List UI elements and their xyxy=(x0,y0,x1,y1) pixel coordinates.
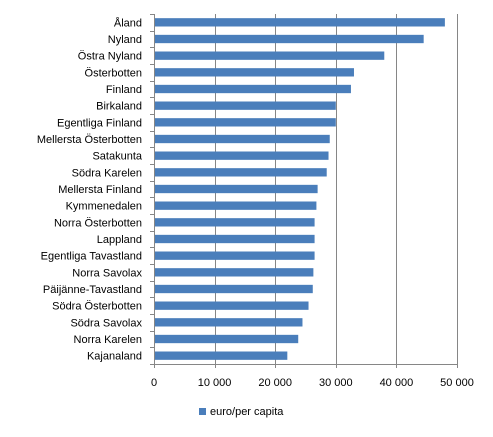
category-label: Satakunta xyxy=(92,151,142,163)
category-label: Mellersta Österbotten xyxy=(37,134,142,146)
axes xyxy=(150,14,458,368)
x-tick-label: 20 000 xyxy=(258,377,292,389)
bar xyxy=(154,34,424,44)
bar xyxy=(154,284,313,294)
category-label: Päijänne-Tavastland xyxy=(43,284,142,296)
legend: euro/per capita xyxy=(199,406,284,418)
x-tick-label: 10 000 xyxy=(198,377,232,389)
bar xyxy=(154,118,336,127)
category-label: Södra Österbotten xyxy=(52,301,142,313)
category-label: Mellersta Finland xyxy=(58,184,142,196)
category-label: Kymmenedalen xyxy=(66,201,142,213)
category-label: Birkaland xyxy=(96,101,142,113)
category-label: Nyland xyxy=(108,34,142,46)
bar xyxy=(154,168,327,177)
bar xyxy=(154,268,314,277)
bar xyxy=(154,334,299,344)
legend-swatch xyxy=(199,408,206,415)
category-label: Norra Karelen xyxy=(74,334,142,346)
category-label: Österbotten xyxy=(85,67,142,79)
bar xyxy=(154,251,315,260)
bar xyxy=(154,351,288,360)
bar xyxy=(154,184,318,194)
bar xyxy=(154,201,317,210)
bar xyxy=(154,51,385,60)
bars xyxy=(154,18,445,360)
category-label: Norra Österbotten xyxy=(54,217,142,229)
x-tick-label: 0 xyxy=(151,377,157,389)
category-label: Kajanaland xyxy=(87,351,142,363)
bar xyxy=(154,318,303,327)
legend-label: euro/per capita xyxy=(210,406,284,418)
x-tick-label: 50 000 xyxy=(440,377,474,389)
bar xyxy=(154,18,445,27)
bar xyxy=(154,134,330,144)
category-label: Åland xyxy=(114,16,142,29)
bar xyxy=(154,234,315,244)
category-label: Egentliga Tavastland xyxy=(41,251,142,263)
bar xyxy=(154,301,309,310)
bar xyxy=(154,101,336,110)
category-label: Östra Nyland xyxy=(78,51,142,63)
category-labels: Åland Nyland Östra Nyland Österbotten Finlan… xyxy=(37,16,143,362)
x-tick-labels: 0 10 000 20 000 30 000 40 000 50 000 xyxy=(151,377,474,389)
category-label: Lappland xyxy=(97,234,142,246)
bar xyxy=(154,68,354,77)
bar xyxy=(154,218,315,227)
category-label: Södra Karelen xyxy=(72,167,142,179)
bar xyxy=(154,84,351,94)
x-tick-label: 40 000 xyxy=(380,377,414,389)
bar xyxy=(154,151,329,160)
category-label: Finland xyxy=(106,84,142,96)
category-label: Norra Savolax xyxy=(72,267,142,279)
category-label: Egentliga Finland xyxy=(57,117,142,129)
x-tick-label: 30 000 xyxy=(319,377,353,389)
category-label: Södra Savolax xyxy=(70,317,142,329)
